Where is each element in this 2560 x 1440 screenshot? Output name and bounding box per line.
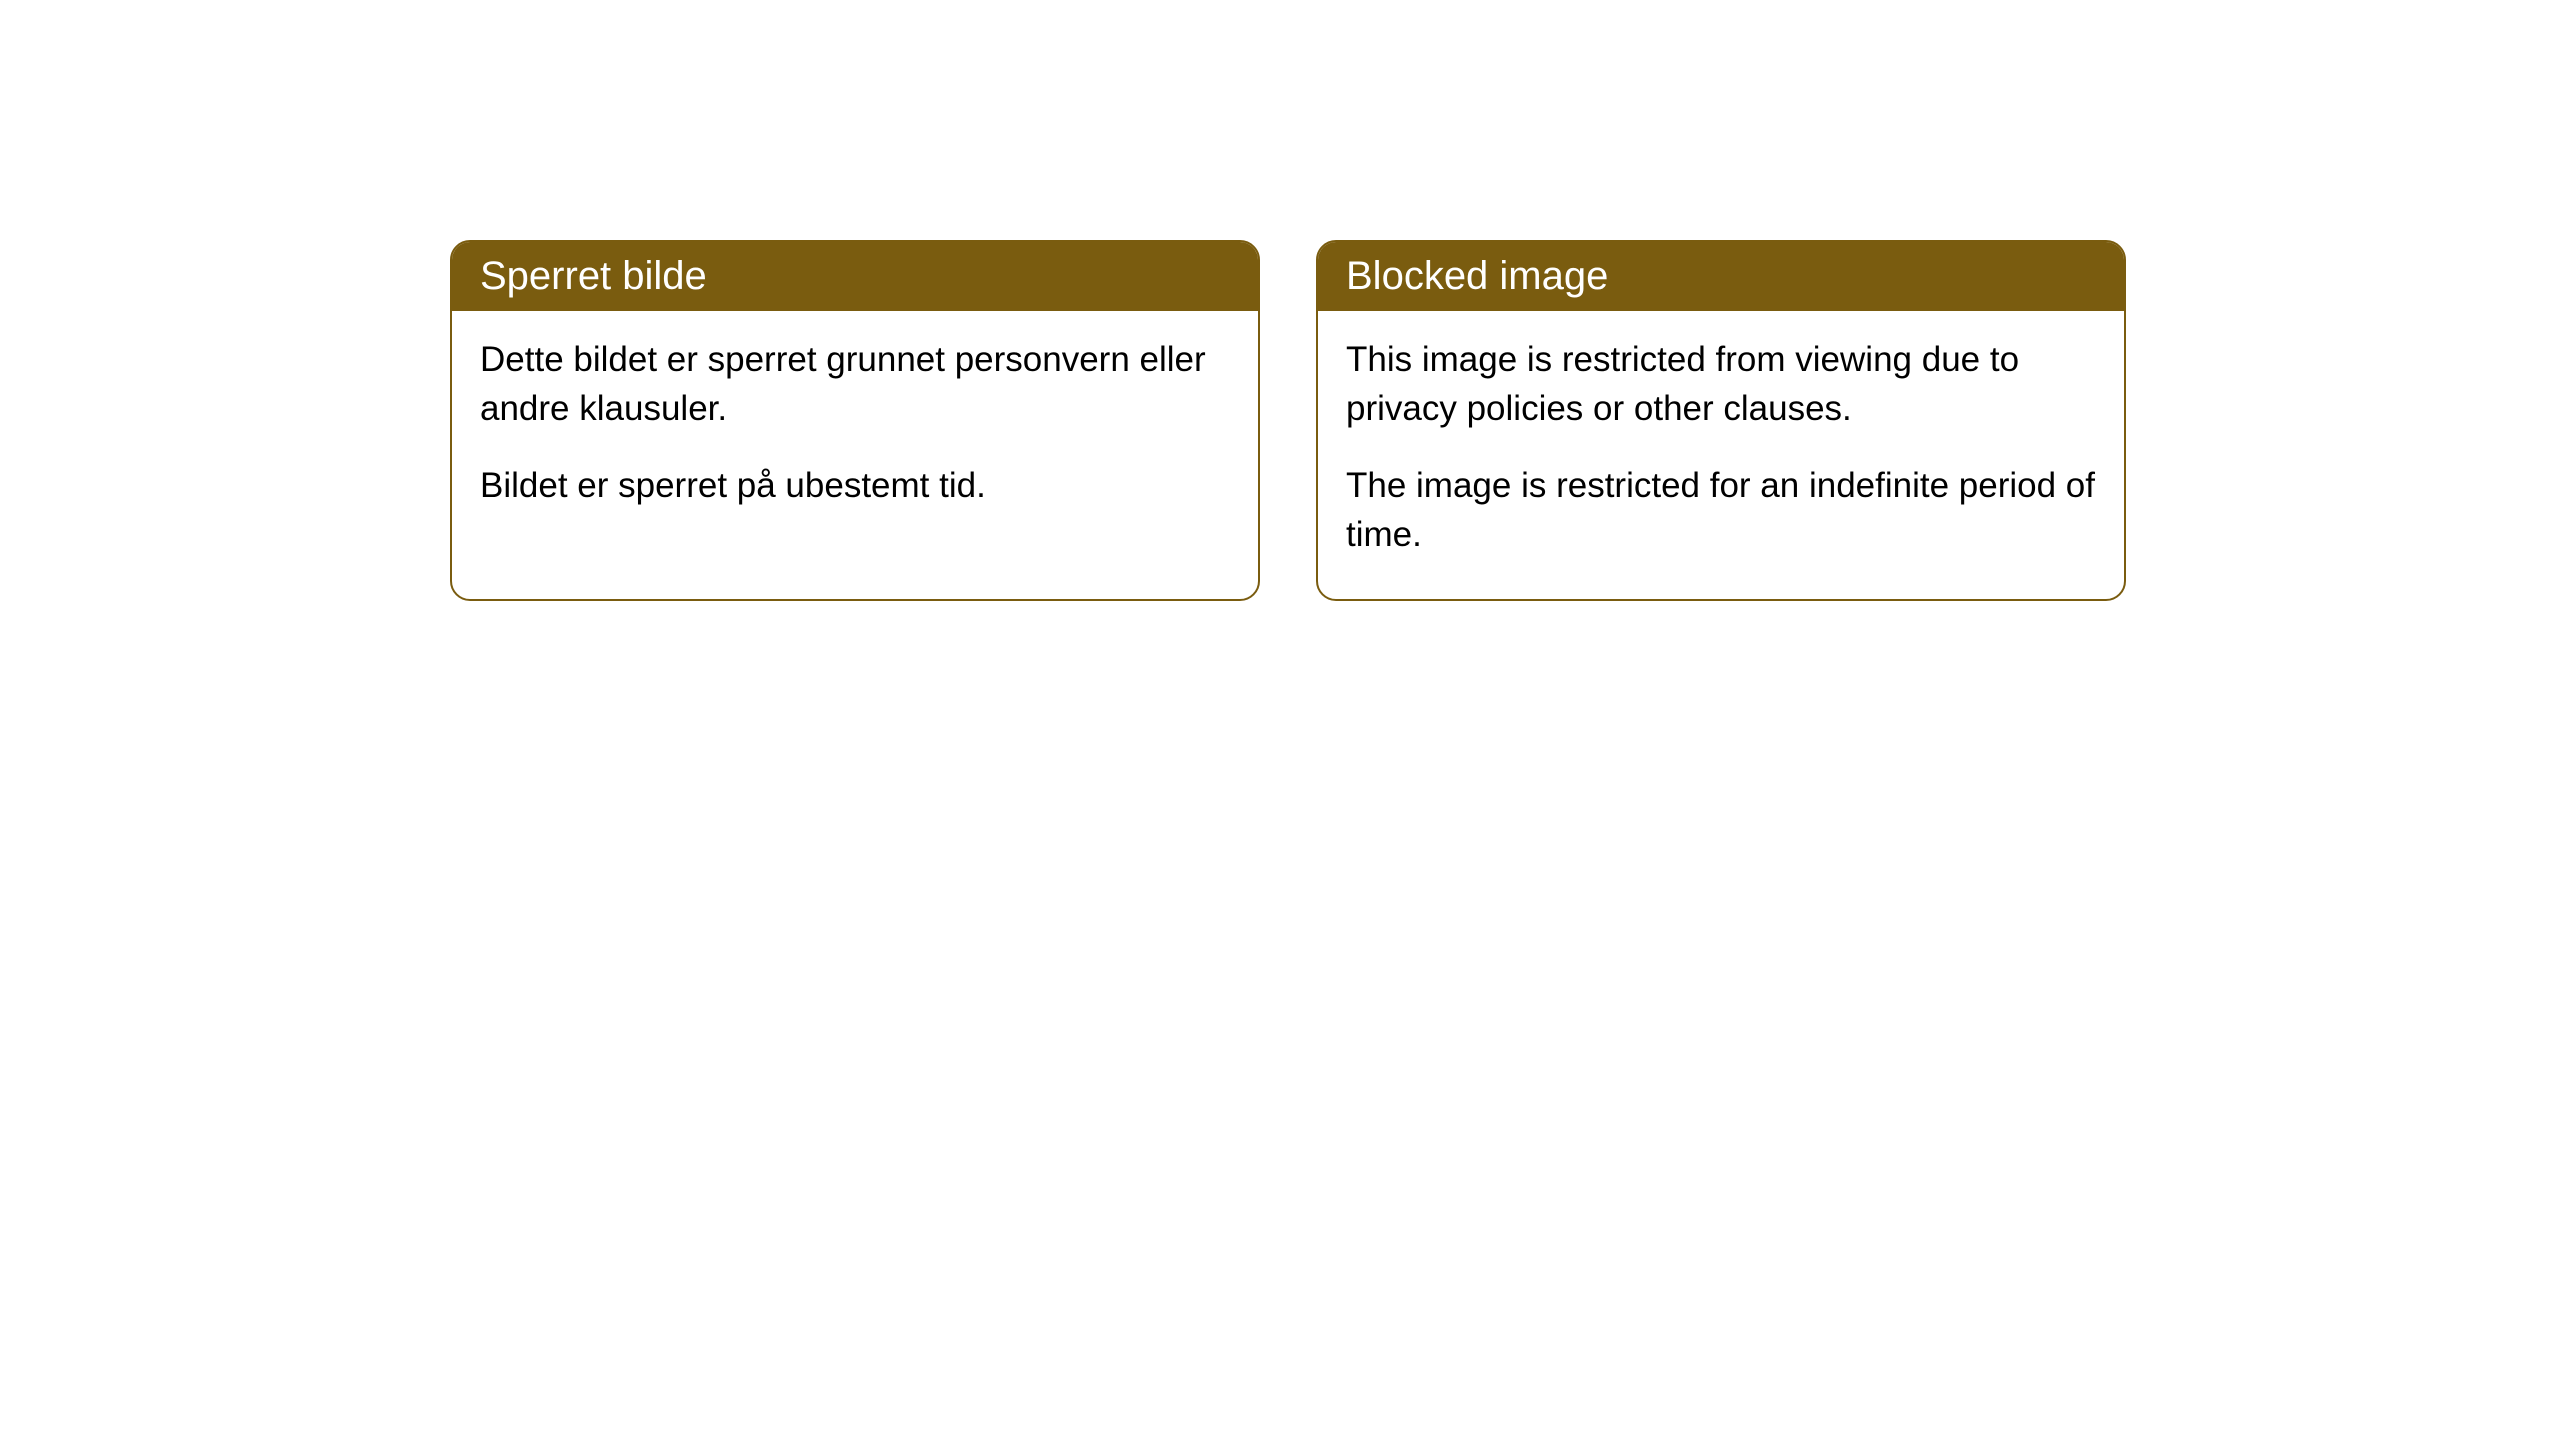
card-title: Blocked image xyxy=(1346,254,1608,298)
card-header: Sperret bilde xyxy=(452,242,1258,311)
notice-card-english: Blocked image This image is restricted f… xyxy=(1316,240,2126,601)
card-paragraph: Dette bildet er sperret grunnet personve… xyxy=(480,335,1230,433)
card-body: Dette bildet er sperret grunnet personve… xyxy=(452,311,1258,550)
card-paragraph: This image is restricted from viewing du… xyxy=(1346,335,2096,433)
card-paragraph: Bildet er sperret på ubestemt tid. xyxy=(480,461,1230,510)
card-body: This image is restricted from viewing du… xyxy=(1318,311,2124,599)
card-paragraph: The image is restricted for an indefinit… xyxy=(1346,461,2096,559)
notice-cards-container: Sperret bilde Dette bildet er sperret gr… xyxy=(450,240,2126,601)
card-header: Blocked image xyxy=(1318,242,2124,311)
card-title: Sperret bilde xyxy=(480,254,707,298)
notice-card-norwegian: Sperret bilde Dette bildet er sperret gr… xyxy=(450,240,1260,601)
